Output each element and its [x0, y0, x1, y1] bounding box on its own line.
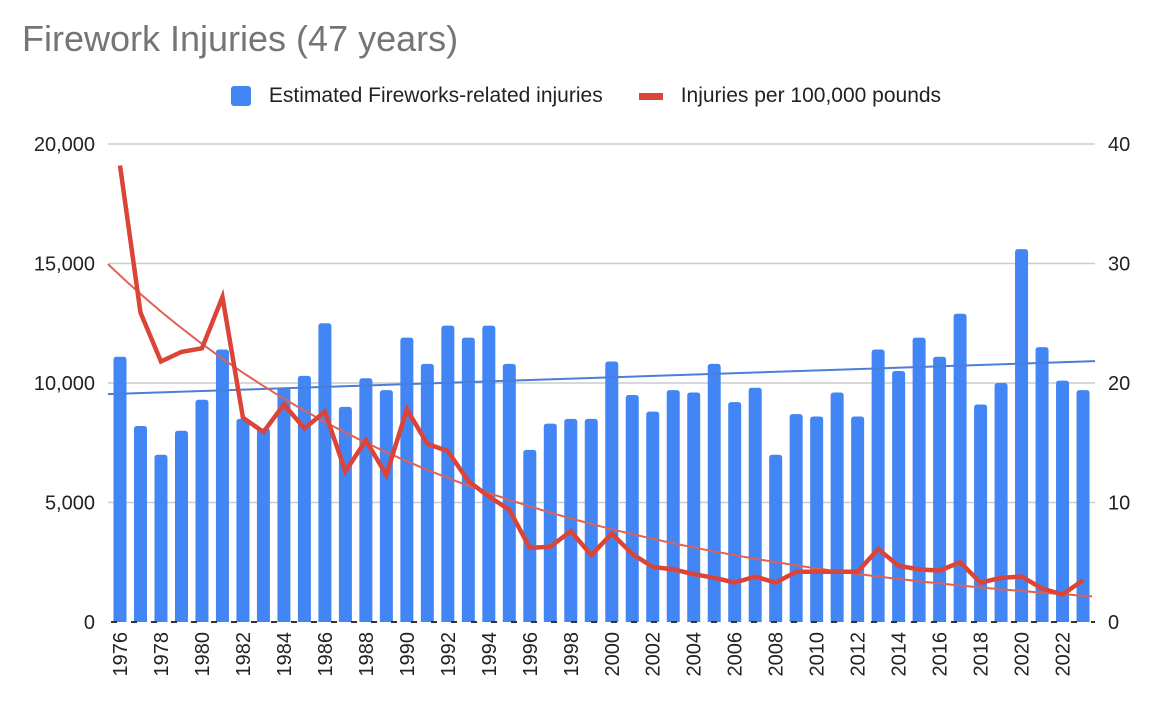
x-tick-label: 1994	[479, 632, 501, 677]
bar-1994[interactable]	[482, 325, 496, 622]
bar-1983[interactable]	[256, 428, 270, 622]
x-tick-label: 2016	[930, 632, 952, 677]
bar-2013[interactable]	[871, 349, 885, 622]
x-tick-label: 1976	[110, 632, 132, 677]
bar-1999[interactable]	[584, 418, 598, 622]
bar-1976[interactable]	[113, 356, 127, 622]
bar-1990[interactable]	[400, 337, 414, 622]
bar-1987[interactable]	[338, 406, 352, 622]
x-tick-label: 1982	[233, 632, 255, 677]
x-tick-label: 2004	[684, 632, 706, 677]
x-tick-label: 1996	[520, 632, 542, 677]
bar-1980[interactable]	[195, 399, 209, 622]
legend-swatch-bar	[230, 86, 251, 106]
x-tick-label: 1998	[561, 632, 583, 677]
legend-label: Estimated Fireworks-related injuries	[268, 84, 603, 107]
bar-2015[interactable]	[912, 337, 926, 622]
x-tick-label: 2002	[643, 632, 665, 677]
bar-2003[interactable]	[666, 390, 680, 622]
bar-1992[interactable]	[441, 325, 455, 622]
bar-1991[interactable]	[420, 363, 434, 622]
line-series	[117, 165, 1085, 597]
y-left-tick-label: 20,000	[34, 134, 95, 156]
chart-title: Firework Injuries (47 years)	[22, 18, 459, 59]
bar-2020[interactable]	[1015, 249, 1029, 622]
bar-2008[interactable]	[769, 454, 783, 622]
x-tick-label: 1984	[274, 632, 296, 677]
y-left-tick-label: 5,000	[45, 493, 95, 515]
bar-1984[interactable]	[277, 387, 291, 622]
bar-2011[interactable]	[830, 392, 844, 622]
bar-2000[interactable]	[605, 361, 619, 622]
bar-1989[interactable]	[379, 390, 393, 622]
x-tick-label: 1990	[397, 632, 419, 677]
y-left-tick-label: 10,000	[34, 373, 95, 395]
bar-2001[interactable]	[625, 394, 639, 622]
bar-1997[interactable]	[543, 423, 557, 622]
trendline-injuries	[107, 360, 1096, 396]
bar-2007[interactable]	[748, 387, 762, 622]
bar-2014[interactable]	[892, 371, 906, 622]
bar-1977[interactable]	[133, 426, 147, 622]
bar-2010[interactable]	[810, 416, 824, 622]
y-right-tick-label: 30	[1108, 254, 1130, 276]
y-right-tick-label: 0	[1108, 612, 1119, 634]
bar-2012[interactable]	[851, 416, 865, 622]
x-tick-label: 1992	[438, 632, 460, 677]
y-left-tick-label: 15,000	[34, 254, 95, 276]
bar-2021[interactable]	[1035, 347, 1049, 622]
y-right-tick-label: 40	[1108, 134, 1130, 156]
bar-1998[interactable]	[564, 418, 578, 622]
bar-series	[113, 249, 1090, 622]
line-injuries-per-100000-pounds[interactable]	[117, 165, 1085, 597]
bar-1982[interactable]	[236, 418, 250, 622]
x-tick-label: 1978	[151, 632, 173, 677]
legend-item-injuries[interactable]: Estimated Fireworks-related injuries	[230, 84, 603, 108]
bar-2005[interactable]	[707, 363, 721, 622]
x-tick-label: 2018	[971, 632, 993, 677]
axes: 0 5,000 10,000 15,000 20,000 0 10 20 30 40 1976 197…	[34, 134, 1130, 677]
gridlines	[108, 143, 1095, 504]
bar-2002[interactable]	[646, 411, 660, 622]
bar-2004[interactable]	[687, 392, 701, 622]
bar-2022[interactable]	[1056, 380, 1070, 622]
x-tick-label: 2010	[807, 632, 829, 677]
trendline-rate	[107, 263, 1093, 598]
y-right-tick-label: 10	[1108, 493, 1130, 515]
bar-1988[interactable]	[359, 378, 373, 622]
bar-1986[interactable]	[318, 323, 332, 622]
bar-1978[interactable]	[154, 454, 168, 622]
bar-2016[interactable]	[933, 356, 947, 622]
bar-2009[interactable]	[789, 414, 803, 622]
bar-2018[interactable]	[974, 404, 988, 622]
x-tick-label: 1988	[356, 632, 378, 677]
y-left-tick-label: 0	[84, 612, 95, 634]
bar-2023[interactable]	[1076, 390, 1090, 622]
legend-item-rate[interactable]: Injuries per 100,000 pounds	[638, 84, 942, 108]
y-right-tick-label: 20	[1108, 373, 1130, 395]
x-tick-label: 2008	[766, 632, 788, 677]
bar-1995[interactable]	[502, 363, 516, 622]
x-tick-label: 2022	[1053, 632, 1075, 677]
x-tick-label: 2020	[1012, 632, 1034, 677]
x-tick-label: 1986	[315, 632, 337, 677]
x-tick-label: 2006	[725, 632, 747, 677]
x-tick-label: 1980	[192, 632, 214, 677]
bar-2017[interactable]	[953, 313, 967, 622]
bar-1985[interactable]	[297, 375, 311, 622]
bar-2019[interactable]	[994, 383, 1008, 622]
bar-1981[interactable]	[215, 349, 229, 622]
bar-1979[interactable]	[174, 430, 188, 622]
x-tick-label: 2000	[602, 632, 624, 677]
x-tick-label: 2012	[848, 632, 870, 677]
legend: Estimated Fireworks-related injuries Inj…	[0, 84, 1172, 108]
legend-label: Injuries per 100,000 pounds	[680, 84, 942, 107]
x-tick-label: 2014	[889, 632, 911, 677]
bar-1996[interactable]	[523, 449, 537, 622]
trendlines	[107, 263, 1096, 598]
bar-2006[interactable]	[728, 402, 742, 622]
legend-swatch-line	[638, 92, 663, 100]
